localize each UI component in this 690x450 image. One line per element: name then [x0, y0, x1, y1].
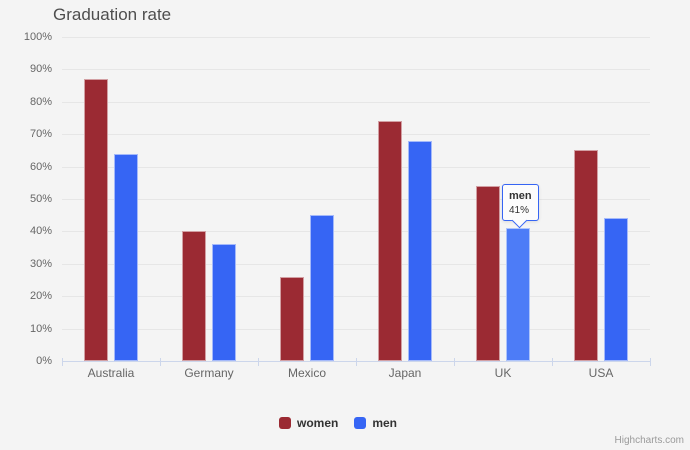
legend-swatch-men [354, 417, 367, 429]
gridline-90 [62, 69, 650, 71]
y-axis-label-90: 90% [29, 63, 52, 76]
x-axis-label-mexico: Mexico [287, 366, 326, 380]
y-axis-label-100: 100% [23, 31, 52, 43]
gridline-40 [62, 231, 650, 233]
x-axis-label-australia: Australia [87, 366, 135, 380]
x-axis-tick [258, 358, 259, 366]
y-axis-label-30: 30% [29, 257, 52, 270]
x-axis-tick [160, 358, 161, 366]
legend: women men [0, 416, 676, 430]
gridline-60 [62, 166, 650, 168]
gridline-100 [62, 37, 650, 38]
gridline-50 [62, 199, 650, 200]
bar-men-australia[interactable] [114, 154, 138, 361]
gridline-70 [62, 134, 650, 136]
legend-label-men: men [372, 416, 398, 430]
gridline-80 [62, 101, 650, 103]
y-axis-label-20: 20% [29, 290, 52, 303]
bar-men-usa[interactable] [604, 218, 628, 361]
gridline-20 [62, 296, 650, 298]
y-axis-label-10: 10% [29, 322, 52, 335]
bar-men-mexico[interactable] [310, 215, 334, 361]
y-axis-label-80: 80% [29, 95, 52, 108]
tooltip-value: 41% [509, 205, 530, 216]
legend-label-women: women [296, 416, 339, 430]
legend-item-women[interactable]: women [278, 416, 339, 430]
bar-women-mexico[interactable] [280, 277, 304, 361]
bar-women-australia[interactable] [84, 79, 108, 361]
y-axis-label-0: 0% [36, 355, 52, 367]
bar-women-usa[interactable] [574, 150, 598, 361]
x-axis-label-germany: Germany [184, 366, 234, 380]
y-axis-label-40: 40% [29, 225, 52, 238]
y-axis-label-60: 60% [29, 160, 52, 173]
chart-title: Graduation rate [53, 5, 172, 24]
x-axis-label-japan: Japan [388, 366, 422, 380]
tooltip: men 41% [502, 184, 539, 229]
x-axis-label-uk: UK [494, 366, 512, 380]
tooltip-series-name: men [509, 190, 532, 202]
legend-item-men[interactable]: men [354, 416, 397, 430]
x-axis-tick [356, 358, 357, 366]
x-axis-label-usa: USA [588, 366, 614, 380]
gridline-10 [62, 328, 650, 330]
y-axis-label-50: 50% [29, 193, 52, 205]
bar-women-uk[interactable] [476, 186, 500, 361]
y-axis-label-70: 70% [29, 128, 52, 141]
bar-women-germany[interactable] [182, 231, 206, 361]
x-axis-tick [552, 358, 553, 366]
bar-women-japan[interactable] [378, 121, 402, 361]
bar-men-japan[interactable] [408, 141, 432, 361]
x-axis-tick [650, 358, 651, 366]
legend-swatch-women [278, 417, 291, 429]
x-axis-tick [62, 358, 63, 366]
x-axis-tick [454, 358, 455, 366]
bar-men-germany[interactable] [212, 244, 236, 361]
bar-men-uk[interactable] [506, 228, 530, 361]
highcharts-credits-link[interactable]: Highcharts.com [614, 435, 684, 446]
gridline-30 [62, 263, 650, 265]
